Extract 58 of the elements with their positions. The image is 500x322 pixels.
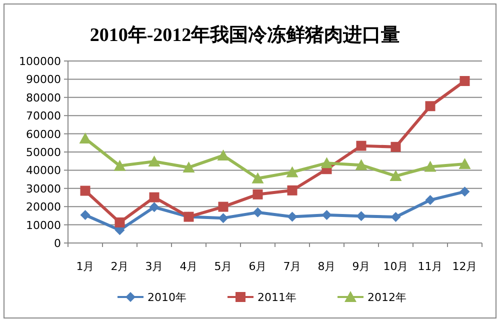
point [80, 210, 90, 220]
point [458, 158, 471, 170]
point [425, 101, 436, 112]
point [287, 212, 298, 222]
x-tick-label: 11月 [418, 260, 443, 273]
point [356, 211, 366, 222]
point [460, 186, 470, 197]
point [252, 189, 263, 200]
y-tick-label: 20000 [26, 200, 61, 214]
x-tick-label: 1月 [76, 260, 94, 273]
y-tick-label: 60000 [26, 128, 61, 141]
y-tick-label: 30000 [26, 182, 61, 196]
x-tick-label: 5月 [214, 260, 232, 273]
x-tick-label: 9月 [352, 260, 370, 273]
point [114, 160, 126, 171]
x-tick-label: 12月 [452, 260, 478, 273]
x-tick-label: 3月 [145, 260, 164, 273]
x-tick-label: 4月 [180, 260, 198, 273]
x-tick-label: 10月 [383, 260, 408, 273]
point [460, 76, 470, 86]
point [322, 210, 332, 220]
y-tick-label: 0 [54, 237, 61, 250]
point [425, 195, 436, 206]
point [424, 160, 436, 172]
point [148, 155, 160, 166]
y-tick-label: 80000 [26, 91, 61, 104]
y-tick-label: 40000 [26, 164, 61, 178]
y-tick-label: 90000 [26, 73, 61, 86]
point [390, 170, 402, 182]
y-tick-label: 100000 [19, 55, 61, 68]
point [287, 185, 298, 196]
point [320, 157, 333, 168]
point [217, 149, 230, 160]
point [252, 207, 263, 218]
legend-label: 2012年 [368, 291, 406, 304]
point [390, 142, 401, 152]
point [149, 202, 160, 212]
point [355, 159, 368, 170]
y-tick-label: 70000 [26, 110, 61, 123]
y-tick-label: 50000 [26, 146, 61, 159]
point [390, 212, 401, 222]
x-tick-label: 7月 [283, 260, 302, 273]
chart-title: 2010年-2012年我国冷冻鲜猪肉进口量 [90, 24, 400, 46]
point [149, 192, 160, 202]
x-tick-label: 8月 [318, 260, 336, 273]
point [218, 213, 228, 224]
x-tick-label: 6月 [248, 260, 267, 273]
point [218, 202, 228, 212]
point [114, 217, 125, 228]
legend-label: 2010年 [148, 291, 186, 304]
point [252, 172, 264, 184]
point [80, 186, 90, 196]
legend-label: 2011年 [258, 291, 296, 304]
x-tick-label: 2月 [110, 260, 129, 273]
point [182, 161, 195, 172]
y-tick-label: 10000 [26, 218, 61, 232]
point [286, 166, 298, 178]
point [356, 140, 366, 151]
